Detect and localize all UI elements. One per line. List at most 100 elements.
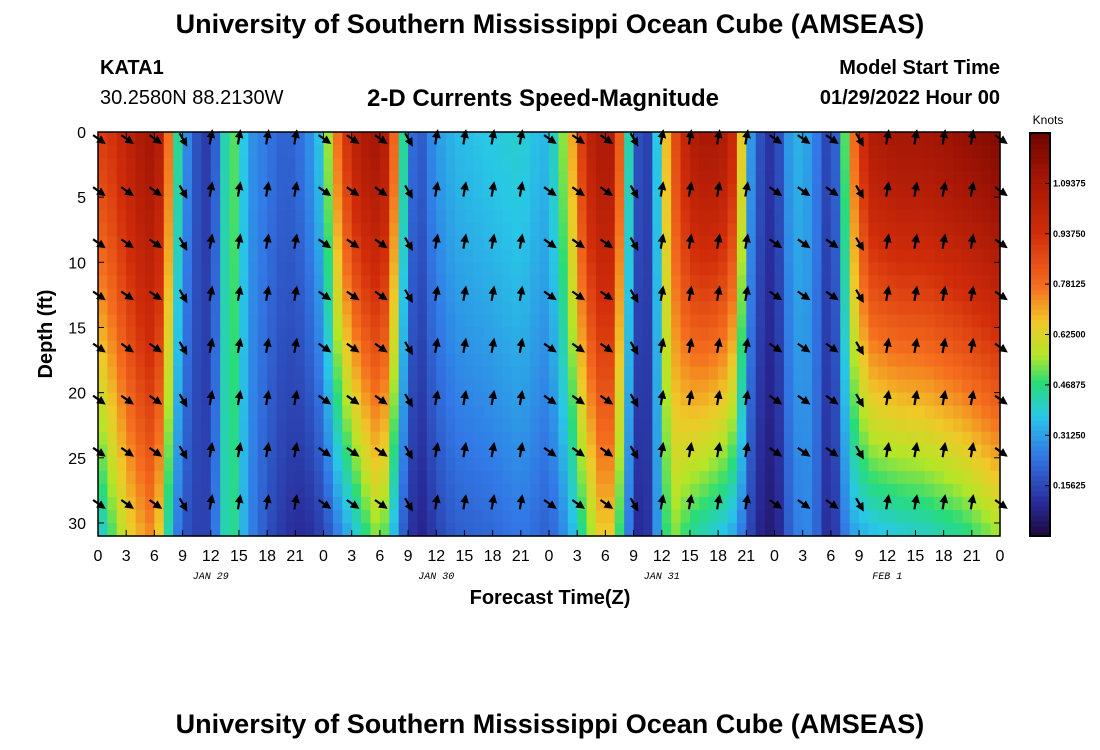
- heatmap-cell: [971, 197, 982, 211]
- heatmap-cell: [182, 262, 193, 276]
- current-arrow: [855, 132, 864, 147]
- heatmap-cell: [295, 249, 306, 263]
- heatmap-cell: [182, 483, 193, 498]
- heatmap-cell: [793, 184, 804, 198]
- heatmap-cell: [98, 275, 108, 289]
- heatmap-cell: [144, 262, 155, 276]
- heatmap-cell: [144, 457, 155, 472]
- heatmap-cell: [98, 262, 108, 276]
- current-arrow: [629, 341, 639, 356]
- heatmap-cell: [173, 288, 184, 303]
- x-tick-label: 12: [202, 548, 220, 565]
- current-arrow: [206, 441, 216, 458]
- current-arrow: [374, 446, 388, 457]
- heatmap-cell: [577, 483, 588, 498]
- heatmap-cell: [238, 301, 249, 316]
- heatmap-cell: [746, 288, 757, 303]
- heatmap-cell: [624, 236, 635, 250]
- heatmap-cell: [652, 509, 663, 524]
- colorbar-segment: [1030, 299, 1050, 305]
- current-arrow: [291, 129, 300, 145]
- heatmap-cell: [877, 353, 888, 368]
- heatmap-cell: [821, 288, 832, 303]
- heatmap-cell: [887, 275, 898, 289]
- heatmap-cell: [116, 379, 127, 394]
- heatmap-cell: [567, 405, 578, 420]
- heatmap-cell: [586, 470, 597, 485]
- current-arrow: [797, 342, 811, 353]
- heatmap-cell: [971, 457, 982, 472]
- heatmap-cell: [558, 405, 569, 420]
- heatmap-cell: [285, 392, 296, 407]
- heatmap-cell: [708, 509, 719, 524]
- heatmap-cell: [511, 275, 522, 289]
- heatmap-cell: [379, 158, 390, 172]
- heatmap-cell: [370, 353, 381, 368]
- current-arrow: [939, 181, 949, 197]
- heatmap-cell: [539, 496, 550, 511]
- heatmap-cell: [671, 366, 682, 381]
- current-arrow: [460, 494, 469, 510]
- current-arrow: [685, 181, 695, 197]
- heatmap-cell: [304, 457, 315, 472]
- heatmap-cell: [812, 184, 823, 198]
- heatmap-cell: [821, 431, 832, 446]
- heatmap-cell: [295, 392, 306, 407]
- heatmap-cell: [229, 275, 240, 289]
- heatmap-cell: [736, 379, 747, 394]
- heatmap-cell: [859, 509, 870, 524]
- heatmap-cell: [492, 522, 503, 537]
- heatmap-cell: [652, 184, 663, 198]
- heatmap-cell: [595, 197, 606, 211]
- y-tick-label: 0: [77, 125, 86, 142]
- heatmap-cell: [953, 171, 964, 185]
- heatmap-cell: [793, 509, 804, 524]
- heatmap-cell: [182, 171, 193, 185]
- heatmap-cell: [351, 171, 362, 185]
- y-tick-label: 30: [68, 516, 86, 533]
- heatmap-cell: [661, 392, 672, 407]
- heatmap-cell: [549, 509, 559, 524]
- heatmap-cell: [708, 379, 719, 394]
- heatmap-cell: [595, 353, 606, 368]
- heatmap-cell: [642, 275, 653, 289]
- current-arrow: [346, 342, 360, 353]
- heatmap-cell: [586, 327, 597, 342]
- heatmap-cell: [549, 366, 559, 381]
- heatmap-cell: [868, 288, 879, 303]
- heatmap-cell: [877, 171, 888, 185]
- heatmap-cell: [267, 457, 278, 472]
- colorbar-segment: [1030, 173, 1050, 179]
- heatmap-cell: [398, 457, 409, 472]
- heatmap-cell: [163, 262, 174, 276]
- current-arrow: [460, 233, 469, 249]
- current-arrow: [599, 394, 614, 405]
- heatmap-cell: [267, 522, 278, 537]
- heatmap-cell: [605, 171, 616, 185]
- heatmap-cell: [455, 288, 466, 303]
- heatmap-cell: [426, 405, 437, 420]
- heatmap-cell: [267, 327, 278, 342]
- heatmap-cell: [924, 249, 935, 263]
- heatmap-cell: [361, 197, 372, 211]
- heatmap-cell: [135, 158, 146, 172]
- heatmap-cell: [793, 223, 804, 237]
- heatmap-cell: [859, 158, 870, 172]
- heatmap-cell: [614, 522, 625, 537]
- heatmap-cell: [962, 353, 973, 368]
- heatmap-cell: [173, 197, 184, 211]
- heatmap-cell: [633, 210, 644, 224]
- heatmap-cell: [765, 184, 776, 198]
- heatmap-cell: [840, 353, 851, 368]
- heatmap-cell: [173, 262, 184, 276]
- current-arrow: [516, 337, 526, 354]
- heatmap-cell: [727, 314, 738, 329]
- current-arrow: [742, 181, 751, 197]
- heatmap-cell: [887, 340, 898, 355]
- heatmap-cell: [408, 457, 419, 472]
- heatmap-cell: [605, 275, 616, 289]
- heatmap-cell: [473, 132, 484, 146]
- heatmap-cell: [98, 405, 108, 420]
- heatmap-cell: [868, 262, 879, 276]
- y-tick-label: 15: [68, 320, 86, 337]
